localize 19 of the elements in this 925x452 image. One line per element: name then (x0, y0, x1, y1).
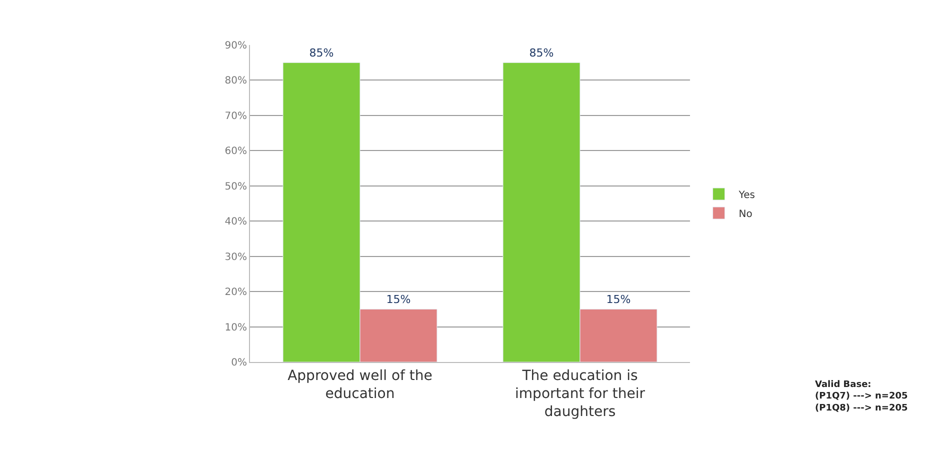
y-tick-label: 70% (224, 110, 247, 122)
data-label: 15% (606, 293, 631, 306)
y-tick-label: 60% (224, 146, 247, 158)
y-tick-label: 20% (224, 287, 247, 298)
legend-label: Yes (738, 190, 755, 201)
y-tick-label: 10% (224, 322, 247, 334)
y-tick-label: 90% (224, 40, 247, 52)
data-label: 15% (386, 293, 411, 306)
x-tick-label: The education is important for their daughters (515, 368, 646, 420)
y-tick-label: 30% (224, 252, 247, 263)
text: Valid Base: (P1Q7) ---> n=205 (P1Q8) ---> n=205 (815, 380, 908, 414)
data-label: 85% (529, 46, 554, 60)
y-tick-label: 40% (224, 216, 247, 228)
y-tick-label: 0% (231, 358, 247, 368)
x-tick-label: Approved well of the education (288, 368, 432, 402)
data-label: 85% (309, 46, 334, 60)
y-tick-label: 80% (224, 76, 247, 87)
legend-label: No (738, 208, 752, 220)
y-tick-label: 50% (224, 181, 247, 192)
